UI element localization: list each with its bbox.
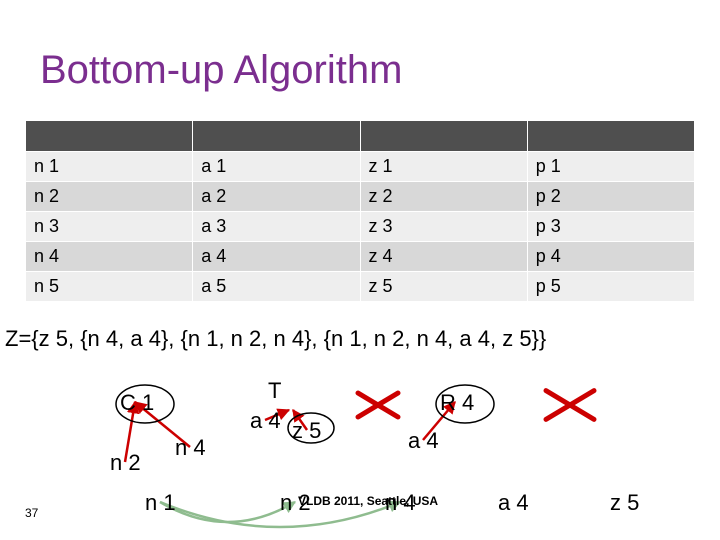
algorithm-diagram: [0, 0, 720, 540]
diagram-label: R 4: [440, 390, 474, 416]
diagram-label: a 4: [498, 490, 529, 516]
diagram-label: z 5: [610, 490, 639, 516]
diagram-label: T: [268, 378, 281, 404]
diagram-label: n 2: [280, 490, 311, 516]
diagram-label: n 4: [175, 435, 206, 461]
page-number: 37: [25, 506, 38, 520]
diagram-label: C 1: [120, 390, 154, 416]
conference-text: VLDB 2011, Seattle, USA: [298, 494, 438, 508]
diagram-label: n 4: [385, 490, 416, 516]
diagram-label: a 4: [408, 428, 439, 454]
diagram-label: z 5: [292, 418, 321, 444]
diagram-label: n 2: [110, 450, 141, 476]
diagram-label: a 4: [250, 408, 281, 434]
diagram-label: n 1: [145, 490, 176, 516]
